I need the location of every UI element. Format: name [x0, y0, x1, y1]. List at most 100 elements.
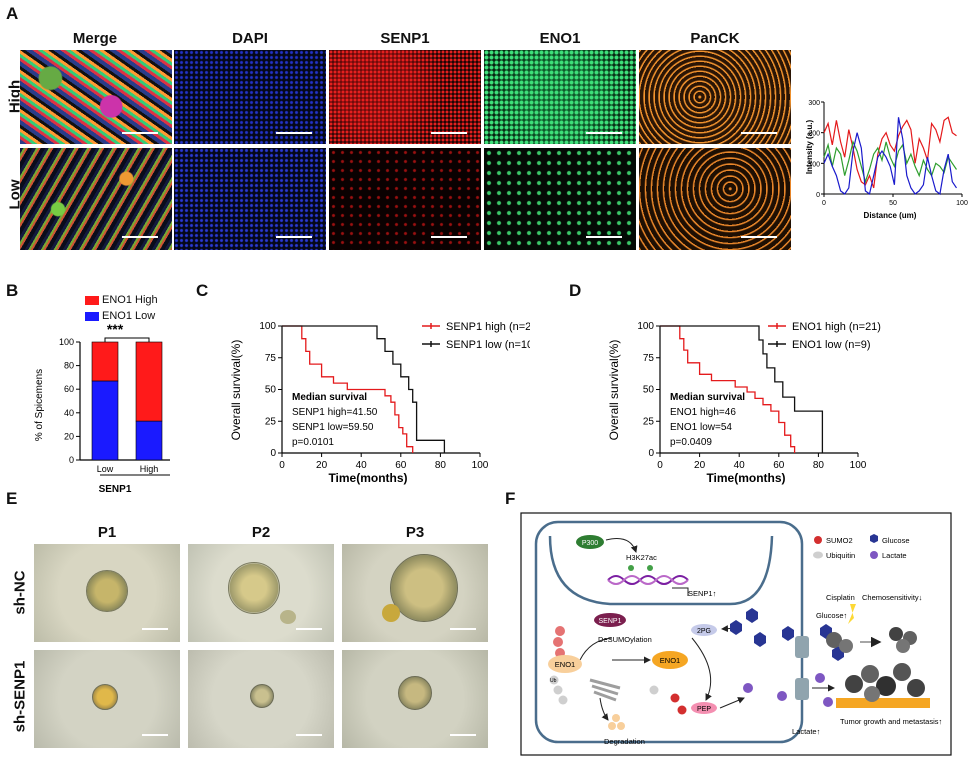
- legend-label: ENO1 low (n=9): [792, 339, 871, 351]
- lightning-icon: [848, 604, 856, 624]
- y-tick-label: 50: [265, 385, 277, 396]
- tumor-cell: [864, 686, 880, 702]
- significance-stars: ***: [107, 321, 124, 337]
- x-tick-label: Low: [97, 464, 114, 474]
- micro-low-merge: [20, 148, 172, 250]
- degradation-fragment: [608, 722, 616, 730]
- km-eno1-ylabel: Overall survival(%): [607, 340, 621, 441]
- legend-eno1-high: ENO1 High: [102, 294, 158, 306]
- degradation-label: Degradation: [604, 737, 645, 746]
- y-tick-label: 50: [643, 385, 655, 396]
- scale-bar: [741, 236, 777, 238]
- intensity-ylabel: Intensity (a.u.): [805, 120, 814, 175]
- micro-low-panck: [639, 148, 791, 250]
- chemosensitivity-label: Chemosensitivity↓: [862, 593, 922, 602]
- glucose-molecule: [746, 608, 758, 623]
- dna-strand: [607, 575, 689, 585]
- x-tick-label: 40: [734, 460, 746, 471]
- lactate-molecule: [815, 673, 825, 683]
- panel-label-c: C: [196, 281, 209, 300]
- glucose-molecule: [730, 620, 742, 635]
- col-title-p1: P1: [97, 524, 117, 541]
- col-title-senp1: SENP1: [380, 30, 430, 47]
- nucleus-envelope: [548, 535, 774, 606]
- glucose-up-label: Glucose↑: [816, 611, 847, 620]
- col-title-eno1: ENO1: [539, 30, 581, 47]
- eno1-sumo-protein: [548, 655, 582, 673]
- legend-ubiquitin: Ubiquitin: [826, 551, 855, 560]
- intensity-series-line: [823, 140, 957, 184]
- tumor-cell: [839, 639, 853, 653]
- y-tick-label: 0: [69, 455, 74, 465]
- micro-low-senp1: [329, 148, 481, 250]
- median-survival-text: SENP1 low=59.50: [292, 422, 374, 433]
- glucose-molecule: [782, 626, 794, 641]
- lactate-molecule: [823, 697, 833, 707]
- intensity-profile-chart: 0 100 200 300 0 50 100 Intensity (a.u.) Distan…: [805, 100, 968, 220]
- bar-chart-eno1: 0 20 40 60 80 100 Low High *** % of Spicemens S…: [34, 321, 170, 495]
- ubiquitin-mark: [549, 675, 559, 685]
- y-tick-label: 80: [64, 361, 74, 371]
- lactate-molecule: [777, 691, 787, 701]
- mechanism-schematic: P300 H3K27ac SENP1↑ SENP1 DeSUMOylation …: [520, 512, 952, 756]
- row-label-sh-nc: sh-NC: [11, 570, 29, 615]
- median-survival-text: Median survival: [670, 392, 745, 403]
- scale-bar: [122, 236, 158, 238]
- y-tick-label: 0: [816, 192, 820, 199]
- tumor-cell: [876, 676, 896, 696]
- lactate-transporter: [795, 678, 809, 700]
- km-eno1-xlabel: Time(months): [706, 471, 785, 485]
- p300-label: P300: [582, 540, 598, 547]
- eno1-sumo-label: ENO1: [555, 660, 575, 669]
- 2pg-metabolite: [691, 624, 717, 636]
- ubiquitin-mark: [558, 695, 568, 705]
- x-tick-label: High: [140, 464, 159, 474]
- col-title-dapi: DAPI: [232, 30, 268, 47]
- scale-bar: [741, 132, 777, 134]
- x-tick-label: 60: [395, 460, 407, 471]
- tumor-cell: [861, 665, 879, 683]
- y-tick-label: 100: [59, 337, 74, 347]
- bar-segment: [135, 341, 163, 422]
- proteasome: [589, 678, 621, 702]
- legend-sumo2: SUMO2: [826, 536, 853, 545]
- y-tick-label: 60: [64, 384, 74, 394]
- intensity-series-line: [823, 116, 957, 189]
- ubiquitin-mark: [553, 685, 563, 695]
- sumo2-mark: [555, 626, 565, 636]
- tumor-cell: [896, 639, 910, 653]
- scale-bar: [431, 236, 467, 238]
- intensity-series-line: [823, 117, 957, 196]
- legend-swatch-eno1-high: [85, 296, 99, 305]
- organoid-nc-p3: [342, 544, 488, 642]
- scale-bar: [431, 132, 467, 134]
- median-survival-text: p=0.0101: [292, 437, 334, 448]
- median-survival-text: ENO1 high=46: [670, 407, 736, 418]
- micro-low-dapi: [174, 148, 326, 250]
- x-tick-label: 0: [657, 460, 663, 471]
- legend-sumo2-icon: [814, 536, 822, 544]
- scale-bar: [296, 734, 322, 736]
- scale-bar: [586, 132, 622, 134]
- scale-bar: [276, 236, 312, 238]
- y-tick-label: 75: [265, 353, 277, 364]
- panel-label-d: D: [569, 281, 582, 300]
- legend-label: SENP1 low (n=10): [446, 339, 530, 351]
- arrow: [719, 697, 745, 709]
- col-title-p2: P2: [251, 524, 271, 541]
- bar-ylabel: % of Spicemens: [34, 369, 45, 441]
- y-tick-label: 0: [270, 448, 276, 459]
- tumor-cell: [907, 679, 925, 697]
- tumor-growth-label: Tumor growth and metastasis↑: [840, 717, 942, 726]
- cisplatin-label: Cisplatin: [826, 593, 855, 602]
- km-chart-eno1: 0 25 50 75 100 0 20 40 60 80 100 ENO1 high (n=21) E…: [607, 321, 881, 485]
- tumor-cell: [845, 675, 863, 693]
- organoid-fragment: [280, 610, 296, 624]
- sumo2-mark: [553, 637, 563, 647]
- y-tick-label: 300: [808, 100, 820, 107]
- col-title-panck: PanCK: [690, 30, 740, 47]
- organoid-fragment: [382, 604, 400, 622]
- organoid-sphere: [390, 554, 458, 622]
- tumor-cell: [826, 632, 842, 648]
- legend-label: SENP1 high (n=20): [446, 321, 530, 333]
